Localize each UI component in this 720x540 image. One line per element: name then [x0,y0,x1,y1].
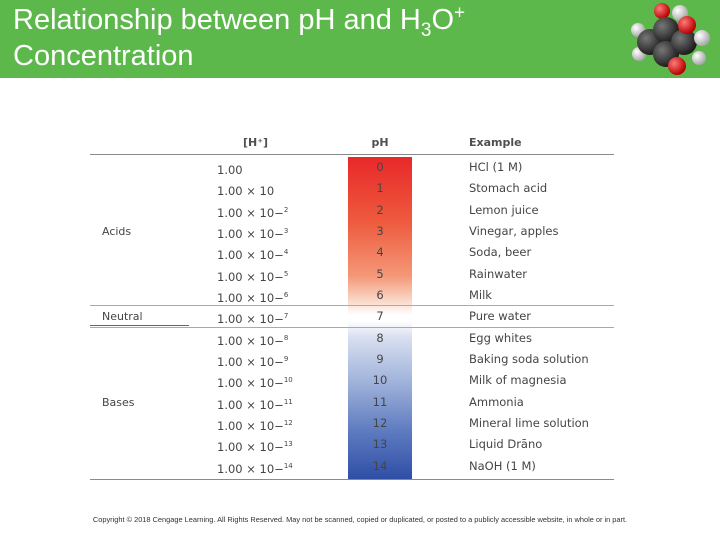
example-cell: Lemon juice [469,202,539,217]
example-cell: Liquid Drāno [469,437,543,452]
ph-value-cell: 9 [376,351,384,366]
ph-value-cell: 6 [376,287,384,302]
concentration-cell: 1.00 × 10−6 [217,290,289,305]
example-cell: Milk of magnesia [469,373,567,388]
ph-value-cell: 1 [376,181,384,196]
example-cell: Ammonia [469,394,524,409]
example-cell: NaOH (1 M) [469,458,536,473]
table-row: 1.00 × 10−4 4 Soda, beer [90,242,614,263]
concentration-cell: 1.00 × 10−12 [217,418,293,433]
table-row: 1.00 × 10−5 5 Rainwater [90,264,614,285]
ph-value-cell: 11 [372,394,388,409]
concentration-cell: 1.00 × 10−3 [217,226,289,241]
table-row: 1.00 × 10−11 11 Ammonia [90,392,614,413]
group-acids: Acids [102,225,132,238]
example-cell: Baking soda solution [469,351,589,366]
title-banner [0,0,720,78]
table-row: 1.00 × 10−10 10 Milk of magnesia [90,370,614,391]
table-row: 1.00 × 10−14 14 NaOH (1 M) [90,456,614,477]
ph-value-cell: 5 [376,266,384,281]
copyright-footer: Copyright © 2018 Cengage Learning. All R… [92,515,628,524]
example-cell: Vinegar, apples [469,223,559,238]
ph-value-cell: 7 [376,309,384,324]
ph-value-cell: 8 [376,330,384,345]
table-row: 1.00 × 10−6 6 Milk [90,285,614,306]
ph-value-cell: 10 [372,373,388,388]
concentration-cell: 1.00 × 10−11 [217,397,293,412]
concentration-cell: 1.00 × 10−8 [217,333,289,348]
neutral-bottom-rule [90,327,614,328]
group-bases: Bases [102,396,135,409]
group-neutral: Neutral [102,310,143,323]
example-cell: HCl (1 M) [469,160,523,174]
table-row: 1.00 × 10−3 3 Vinegar, apples [90,221,614,242]
header-example: Example [469,136,522,149]
molecule-icon [631,3,710,75]
concentration-cell: 1.00 × 10−5 [217,269,289,284]
concentration-cell: 1.00 × 10−10 [217,376,293,391]
concentration-cell: 1.00 × 10 [217,184,275,199]
table-row: 1.00 × 10−7 7 Pure water [90,306,614,327]
table-row: 1.00 × 10−2 2 Lemon juice [90,200,614,221]
bottom-rule [90,479,614,480]
concentration-cell: 1.00 × 10−2 [217,205,289,220]
ph-value-cell: 13 [372,437,388,452]
ph-value-cell: 14 [372,458,388,473]
neutral-underline [90,325,189,326]
ph-value-cell: 2 [376,202,384,217]
example-cell: Egg whites [469,330,532,345]
slide-title: Relationship between pH and H3O+ Concent… [13,2,466,72]
table-row: 1.00 × 10−9 9 Baking soda solution [90,349,614,370]
ph-value-cell: 4 [376,245,384,260]
table-row: 1.00 0 HCl (1 M) [90,157,614,178]
table-row: 1.00 × 10−12 12 Mineral lime solution [90,413,614,434]
ph-value-cell: 3 [376,223,384,238]
neutral-top-rule [90,305,614,306]
header-rule [90,154,614,155]
example-cell: Pure water [469,309,531,324]
ph-color-scale [348,157,412,479]
table-row: 1.00 × 10 1 Stomach acid [90,178,614,199]
concentration-cell: 1.00 × 10−4 [217,248,289,263]
example-cell: Soda, beer [469,245,532,260]
table-row: 1.00 × 10−13 13 Liquid Drāno [90,434,614,455]
example-cell: Milk [469,287,492,302]
ph-value-cell: 0 [376,160,384,174]
header-concentration: [H⁺] [243,136,269,149]
table-row: 1.00 × 10−8 8 Egg whites [90,328,614,349]
concentration-cell: 1.00 × 10−14 [217,461,293,476]
example-cell: Mineral lime solution [469,415,589,430]
ph-table: [H⁺] pH Example Acids Neutral Bases 1.00… [90,128,614,483]
concentration-cell: 1.00 × 10−7 [217,312,289,327]
ph-value-cell: 12 [372,415,388,430]
concentration-cell: 1.00 [217,163,243,177]
concentration-cell: 1.00 × 10−13 [217,440,293,455]
example-cell: Stomach acid [469,181,548,196]
header-ph: pH [371,136,389,149]
example-cell: Rainwater [469,266,528,281]
concentration-cell: 1.00 × 10−9 [217,354,289,369]
